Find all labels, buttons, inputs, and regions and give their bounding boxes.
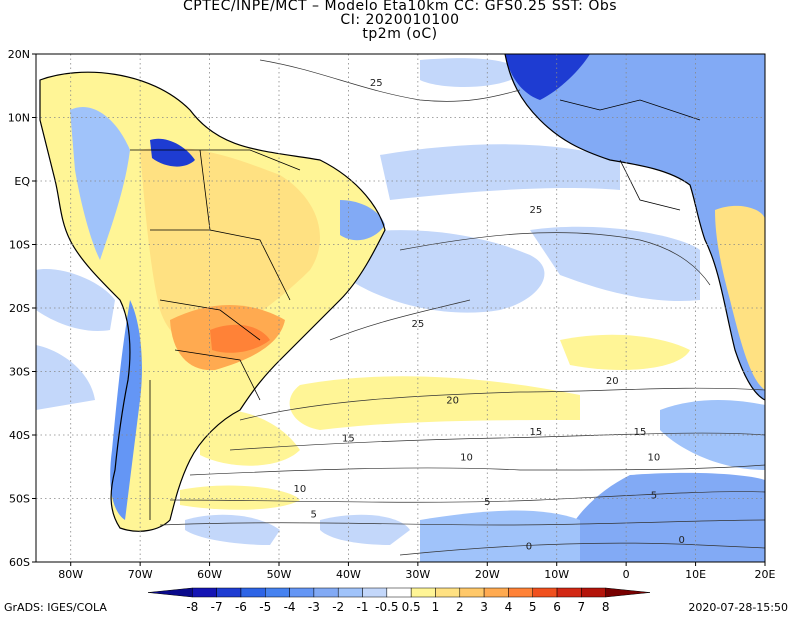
cold-anomaly-north <box>150 138 195 167</box>
lat-tick-label: 50S <box>9 493 30 506</box>
colorbar-end-high <box>605 587 651 598</box>
colorbar-swatch <box>313 587 339 598</box>
lon-tick-label: 40W <box>336 568 361 581</box>
lon-tick-label: 80W <box>58 568 83 581</box>
south-america-coastline <box>39 71 386 532</box>
colorbar-label: 0.5 <box>401 600 421 614</box>
contour-label: 0 <box>526 541 532 552</box>
title-line-2: CI: 2020010100 <box>340 12 460 28</box>
contour-label: 15 <box>530 427 543 438</box>
andes-north-field <box>70 106 130 261</box>
africa-coastline <box>504 54 765 401</box>
colorbar-swatch <box>362 587 388 598</box>
andes-south-field <box>110 300 142 520</box>
contour-label: 25 <box>530 205 543 216</box>
lat-tick-label: 10N <box>8 112 30 125</box>
colorbar-label: -6 <box>234 600 247 614</box>
contour-label: 10 <box>293 484 306 495</box>
lon-tick-label: 0 <box>623 568 630 581</box>
colorbar-label: 6 <box>553 600 561 614</box>
contour-label: 25 <box>411 319 424 330</box>
lon-tick-label: 10E <box>685 568 706 581</box>
colorbar-label: -3 <box>307 600 320 614</box>
colorbar-label: -4 <box>283 600 296 614</box>
colorbar <box>147 587 651 598</box>
africa-warm-anomaly <box>715 205 765 390</box>
contour-label: 20 <box>606 376 619 387</box>
lon-tick-label: 70W <box>128 568 153 581</box>
contour-label: 20 <box>446 395 459 406</box>
lon-tick-label: 50W <box>267 568 292 581</box>
contour-label: 25 <box>370 78 383 89</box>
footer-timestamp: 2020-07-28-15:50 <box>688 601 788 614</box>
latitude-axis: 20N 10N EQ 10S 20S 30S 40S 50S 60S <box>8 48 36 569</box>
colorbar-swatch <box>240 587 266 598</box>
title-line-3: tp2m (oC) <box>362 26 438 42</box>
colorbar-label: -2 <box>332 600 345 614</box>
colorbar-swatch <box>216 587 242 598</box>
colorbar-swatch <box>459 587 485 598</box>
colorbar-swatch <box>265 587 290 598</box>
colorbar-swatch <box>556 587 582 598</box>
northeast-brazil-field <box>340 200 385 241</box>
contour-labels: 25 25 25 20 20 15 15 15 10 10 10 5 5 5 0 0 <box>293 78 684 553</box>
lat-tick-label: 60S <box>9 556 30 569</box>
colorbar-label: -1 <box>356 600 369 614</box>
colorbar-swatch <box>410 587 436 598</box>
colorbar-swatch <box>386 587 412 598</box>
colorbar-label: 3 <box>480 600 488 614</box>
colorbar-end-low <box>147 587 193 598</box>
lon-tick-label: 30W <box>405 568 430 581</box>
lat-tick-label: 40S <box>9 429 30 442</box>
colorbar-label: 8 <box>601 600 610 614</box>
lat-tick-label: 20S <box>9 302 30 315</box>
warm-anomaly-interior <box>140 147 320 344</box>
colorbar-swatch <box>581 587 606 598</box>
contour-label: 10 <box>460 452 473 463</box>
contour-label: 0 <box>678 535 684 546</box>
footer-credit: GrADS: IGES/COLA <box>4 601 107 614</box>
contour-label: 5 <box>311 510 317 521</box>
contour-label: 15 <box>342 433 355 444</box>
lon-tick-label: 20E <box>755 568 776 581</box>
colorbar-swatch <box>483 587 509 598</box>
colorbar-swatch <box>337 587 363 598</box>
colorbar-label: 7 <box>577 600 586 614</box>
title-line-1: CPTEC/INPE/MCT – Modelo Eta10km CC: GFS0… <box>182 0 618 14</box>
colorbar-label: -0.5 <box>375 600 399 614</box>
colorbar-label: 1 <box>431 600 440 614</box>
africa-cold-anomaly <box>505 54 590 100</box>
colorbar-label: -7 <box>210 600 223 614</box>
colorbar-label: 2 <box>455 600 464 614</box>
contour-label: 5 <box>484 497 490 508</box>
hot-anomaly-core <box>210 324 270 353</box>
lon-tick-label: 10W <box>544 568 569 581</box>
lat-tick-label: 30S <box>9 366 30 379</box>
colorbar-label: 4 <box>504 600 513 614</box>
colorbar-swatch <box>435 587 461 598</box>
colorbar-swatch <box>289 587 315 598</box>
lat-tick-label: EQ <box>14 175 30 188</box>
country-borders <box>130 99 701 520</box>
colorbar-label: -5 <box>259 600 272 614</box>
lon-tick-label: 60W <box>197 568 222 581</box>
contour-label: 10 <box>648 452 661 463</box>
africa-field <box>505 54 765 400</box>
colorbar-label: 5 <box>528 600 537 614</box>
longitude-axis: 80W 70W 60W 50W 40W 30W 20W 10W 0 10E 20E <box>58 562 776 581</box>
colorbar-swatch <box>508 587 533 598</box>
colorbar-swatch <box>192 587 217 598</box>
colorbar-label: -8 <box>186 600 199 614</box>
colorbar-swatch <box>532 587 558 598</box>
lat-tick-label: 10S <box>9 239 30 252</box>
contour-label: 5 <box>651 491 657 502</box>
lon-tick-label: 20W <box>475 568 500 581</box>
isotherm-contours <box>159 59 765 556</box>
lat-lon-grid <box>36 54 765 562</box>
contour-label: 15 <box>634 427 647 438</box>
lat-tick-label: 20N <box>8 48 30 61</box>
